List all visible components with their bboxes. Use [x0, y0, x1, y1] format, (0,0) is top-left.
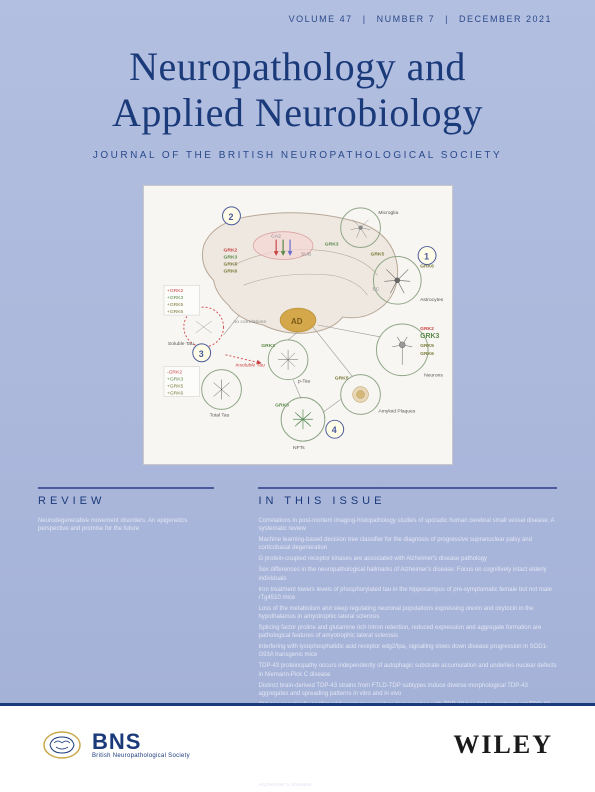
list-item: Iron treatment lowers levels of phosphor…: [258, 586, 557, 602]
neuron-label: Neurons: [424, 373, 443, 379]
sub-label: SUB: [300, 252, 311, 258]
title-line-1: Neuropathology and: [129, 44, 466, 89]
list-item: Machine learning-based decision tree cla…: [258, 536, 557, 552]
issue-date: DECEMBER 2021: [459, 14, 552, 24]
grk5-astro: GRK5: [370, 252, 384, 258]
astrocyte-label: Astrocytes: [420, 297, 444, 303]
neg-grk2: -GRK2: [166, 370, 181, 376]
ca2-label: CA2: [271, 234, 281, 240]
list-item: Correlations in post-mortem imaging-hist…: [258, 517, 557, 533]
list-item: Splicing factor proline and glutamine ri…: [258, 624, 557, 640]
separator-1: |: [363, 14, 367, 24]
number-3: 3: [198, 349, 203, 359]
ad-label: AD: [291, 317, 303, 326]
pos-grk3: +GRK3: [166, 295, 183, 301]
ptau-label: p-Tau: [298, 379, 311, 385]
grk2-hippo: GRK2: [223, 248, 237, 254]
volume: VOLUME 47: [289, 14, 353, 24]
issue-number: NUMBER 7: [377, 14, 436, 24]
list-item: G protein-coupled receptor kinases are a…: [258, 555, 557, 563]
no-corr-label: no correlations: [233, 319, 266, 325]
list-item: Sex differences in the neuropathological…: [258, 566, 557, 582]
issue-heading: IN THIS ISSUE: [258, 487, 557, 507]
grk5-amyloid: GRK5: [334, 376, 348, 382]
grk2-neuron: GRK2: [420, 326, 434, 332]
pos-grk5-2: +GRK5: [166, 384, 183, 390]
pos-grk5: +GRK5: [166, 302, 183, 308]
number-2: 2: [228, 212, 233, 222]
issue-meta: VOLUME 47 | NUMBER 7 | DECEMBER 2021: [0, 0, 595, 24]
brain-diagram-svg: CA2 SUB EC AD 2 GRK2 GRK3 GRK5 GRK6: [144, 186, 452, 464]
number-4: 4: [331, 425, 336, 435]
journal-subtitle: JOURNAL OF THE BRITISH NEUROPATHOLOGICAL…: [0, 150, 595, 161]
soluble-tau-label: Soluble Tau: [167, 341, 193, 347]
grk3-hippo: GRK3: [223, 254, 237, 260]
amyloid-label: Amyloid Plaques: [378, 408, 415, 414]
number-1: 1: [424, 251, 429, 261]
grk3-microglia: GRK3: [324, 242, 338, 248]
grk3-nft: GRK3: [275, 402, 289, 408]
insoluble-tau-label: Insoluble Tau: [235, 363, 265, 369]
nft-icon: [293, 409, 313, 429]
bns-logo: BNS British Neuropathological Society: [42, 729, 190, 761]
grk5-hippo: GRK5: [223, 261, 237, 267]
bns-fullname: British Neuropathological Society: [92, 753, 190, 759]
footer: BNS British Neuropathological Society WI…: [0, 703, 595, 783]
list-item: Neurodegenerative movement disorders: An…: [38, 517, 214, 533]
list-item: Distinct brain-derived TDP-43 strains fr…: [258, 682, 557, 698]
pos-grk2: +GRK2: [166, 288, 183, 294]
totaltau-icon: [213, 380, 229, 400]
nft-label: NFTs: [293, 445, 305, 451]
grk6-hippo: GRK6: [223, 268, 237, 274]
pos-grk6-2: +GRK6: [166, 391, 183, 397]
grk6-neuron: GRK6: [420, 351, 434, 357]
bns-text: BNS British Neuropathological Society: [92, 731, 190, 759]
bns-acronym: BNS: [92, 731, 190, 753]
separator-2: |: [445, 14, 449, 24]
journal-title: Neuropathology and Applied Neurobiology: [0, 44, 595, 136]
grk3-neuron: GRK3: [420, 333, 439, 340]
journal-cover: VOLUME 47 | NUMBER 7 | DECEMBER 2021 Neu…: [0, 0, 595, 703]
review-heading: REVIEW: [38, 487, 214, 507]
list-item: Loss of the metabolism and sleep regulat…: [258, 605, 557, 621]
ptau-icon: [278, 350, 298, 370]
neuron-cell-icon: [392, 337, 412, 365]
cover-figure: CA2 SUB EC AD 2 GRK2 GRK3 GRK5 GRK6: [143, 185, 453, 465]
amyloid-icon: [352, 387, 368, 403]
list-item: TDP-43 proteinopathy occurs independentl…: [258, 662, 557, 678]
list-item: Interfering with lysophosphatidic acid r…: [258, 643, 557, 659]
pos-grk3-2: +GRK3: [166, 377, 183, 383]
grk3-ptau: GRK3: [261, 343, 275, 349]
title-block: Neuropathology and Applied Neurobiology …: [0, 44, 595, 161]
microglia-label: Microglia: [378, 210, 398, 216]
totaltau-label: Total Tau: [209, 412, 229, 418]
pos-grk6: +GRK6: [166, 309, 183, 315]
publisher-logo: WILEY: [453, 730, 553, 760]
review-list: Neurodegenerative movement disorders: An…: [38, 517, 214, 533]
title-line-2: Applied Neurobiology: [112, 90, 483, 135]
grk5-neuron: GRK5: [420, 343, 434, 349]
brain-logo-icon: [42, 729, 82, 761]
insoluble-arrow: [225, 355, 259, 363]
soluble-tau-icon: [195, 321, 211, 333]
